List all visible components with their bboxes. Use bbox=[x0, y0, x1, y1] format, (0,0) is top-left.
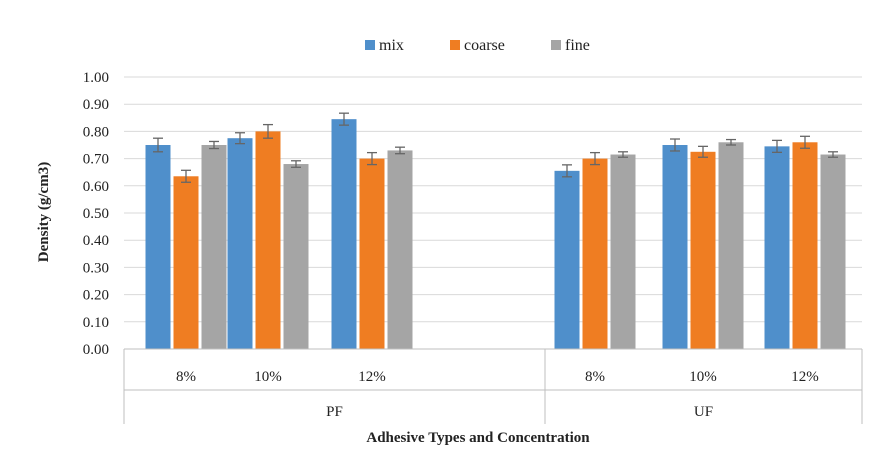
error-bar bbox=[618, 151, 628, 158]
bar-coarse bbox=[255, 131, 281, 349]
legend-swatch bbox=[551, 40, 561, 50]
y-tick-label: 0.20 bbox=[83, 288, 109, 304]
legend-item-coarse: coarse bbox=[450, 37, 505, 54]
error-bars bbox=[153, 112, 838, 183]
y-axis-title: Density (g/cm3) bbox=[36, 162, 52, 262]
bar-mix bbox=[227, 138, 253, 349]
bars bbox=[145, 119, 846, 349]
legend-label: fine bbox=[565, 37, 590, 54]
y-tick-label: 0.00 bbox=[83, 342, 109, 358]
bar-fine bbox=[283, 164, 309, 349]
y-tick-label: 0.60 bbox=[83, 179, 109, 195]
y-tick-label: 0.10 bbox=[83, 315, 109, 331]
error-bar bbox=[367, 151, 377, 166]
bar-mix bbox=[331, 119, 357, 349]
error-bar bbox=[235, 132, 245, 145]
error-bar bbox=[590, 151, 600, 166]
bar-fine bbox=[820, 154, 846, 349]
bar-coarse bbox=[359, 158, 385, 349]
bar-fine bbox=[201, 145, 227, 349]
y-tick-label: 0.80 bbox=[83, 124, 109, 140]
bar-coarse bbox=[582, 158, 608, 349]
error-bar bbox=[395, 146, 405, 155]
error-bar bbox=[263, 123, 273, 139]
y-tick-labels: 0.00 0.10 0.20 0.30 0.40 0.50 0.60 0.70 0.80 0.90… bbox=[83, 70, 109, 358]
legend-swatch bbox=[450, 40, 460, 50]
x-tick-label: 10% bbox=[689, 369, 717, 385]
legend: mix coarse fine bbox=[365, 37, 590, 54]
y-tick-label: 0.70 bbox=[83, 152, 109, 168]
x-tick-label: 8% bbox=[176, 369, 196, 385]
error-bar bbox=[698, 145, 708, 158]
bar-mix bbox=[662, 145, 688, 349]
bar-coarse bbox=[690, 151, 716, 349]
y-tick-label: 0.40 bbox=[83, 233, 109, 249]
error-bar bbox=[772, 139, 782, 153]
error-bar bbox=[828, 151, 838, 158]
y-tick-label: 0.50 bbox=[83, 206, 109, 222]
bar-mix bbox=[145, 145, 171, 349]
bar-mix bbox=[764, 146, 790, 349]
legend-label: coarse bbox=[464, 37, 505, 54]
bar-coarse bbox=[792, 142, 818, 349]
y-tick-label: 0.90 bbox=[83, 97, 109, 113]
legend-swatch bbox=[365, 40, 375, 50]
x-axis: 8% 10% 12% PF 8% 10% 12% UF bbox=[123, 348, 863, 424]
error-bar bbox=[181, 169, 191, 183]
y-tick-label: 1.00 bbox=[83, 70, 109, 86]
x-tick-label: 10% bbox=[254, 369, 282, 385]
error-bar bbox=[209, 140, 219, 150]
x-group-label: PF bbox=[326, 404, 343, 420]
legend-item-fine: fine bbox=[551, 37, 590, 54]
x-tick-label: 8% bbox=[585, 369, 605, 385]
x-tick-label: 12% bbox=[358, 369, 386, 385]
bar-coarse bbox=[173, 176, 199, 349]
error-bar bbox=[291, 160, 301, 168]
x-group-label: UF bbox=[694, 404, 713, 420]
bar-fine bbox=[387, 150, 413, 349]
error-bar bbox=[562, 164, 572, 178]
error-bar bbox=[153, 137, 163, 153]
error-bar bbox=[800, 135, 810, 149]
y-tick-label: 0.30 bbox=[83, 260, 109, 276]
x-axis-title: Adhesive Types and Concentration bbox=[366, 430, 590, 446]
bar-fine bbox=[718, 142, 744, 349]
bar-fine bbox=[610, 154, 636, 349]
legend-item-mix: mix bbox=[365, 37, 404, 54]
error-bar bbox=[670, 138, 680, 152]
error-bar bbox=[339, 112, 349, 126]
x-tick-label: 12% bbox=[791, 369, 819, 385]
error-bar bbox=[726, 138, 736, 146]
bar-mix bbox=[554, 170, 580, 349]
legend-label: mix bbox=[379, 37, 404, 54]
